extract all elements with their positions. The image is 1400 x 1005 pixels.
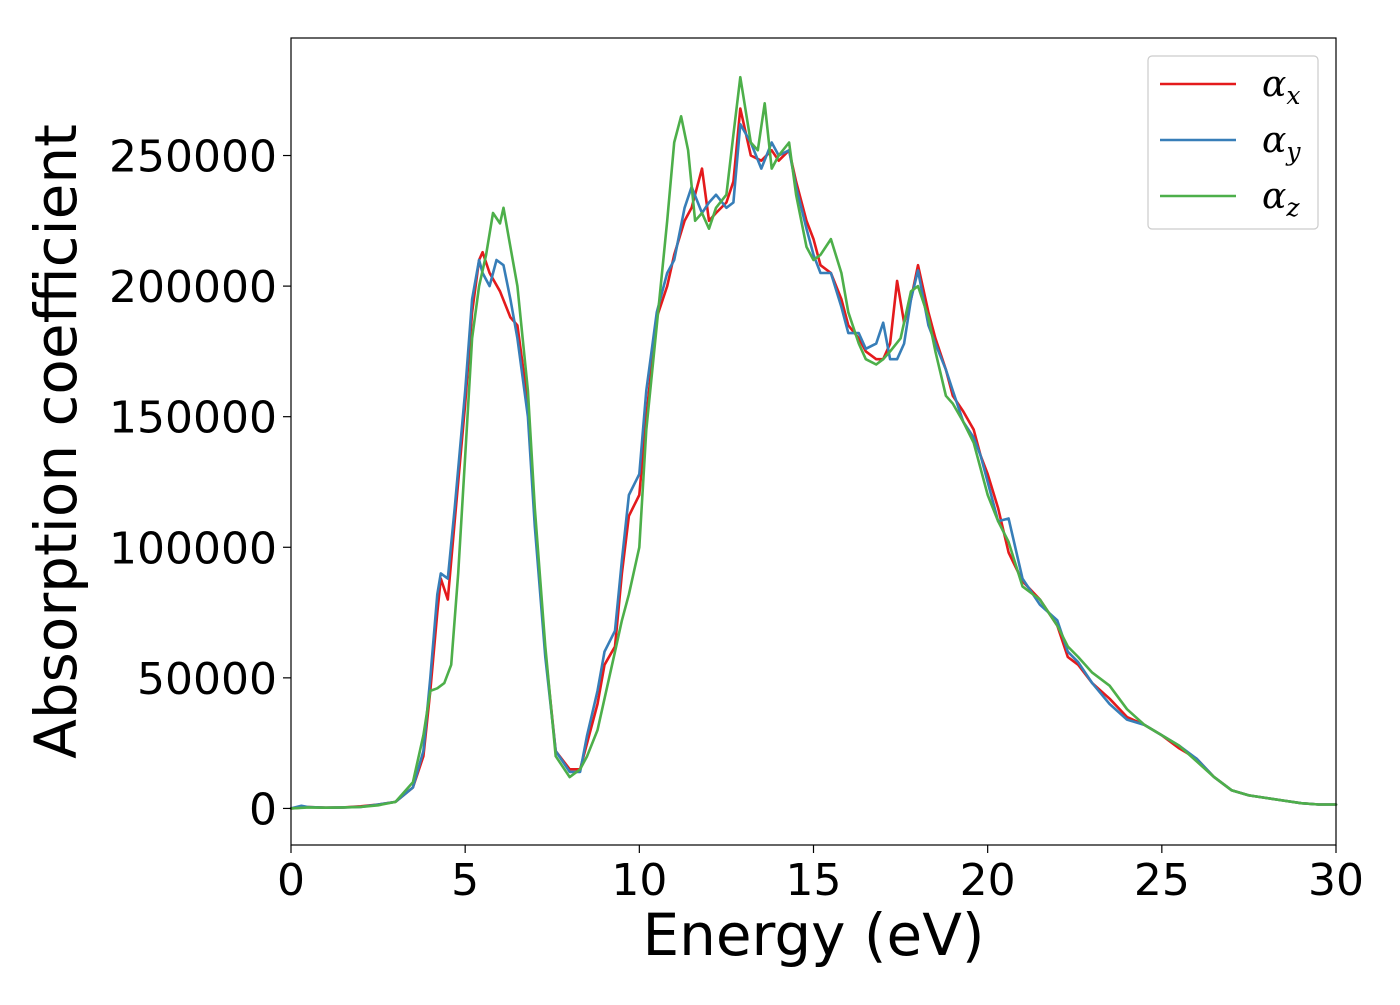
legend-box [1147, 55, 1319, 230]
legend-symbol: α [1262, 64, 1286, 105]
x-tick-label: 15 [786, 855, 842, 906]
x-tick-label: 25 [1134, 855, 1190, 906]
legend-label-z: αz [1262, 176, 1300, 222]
series-layer [289, 75, 1338, 810]
legend-label-x: αx [1262, 64, 1300, 110]
legend-subscript: y [1285, 137, 1301, 166]
legend-symbol: α [1262, 176, 1286, 217]
x-tick-label: 10 [611, 855, 667, 906]
y-axis-title: Absorption coefficient [22, 124, 90, 759]
x-tick-label: 0 [277, 855, 305, 906]
y-tick-label: 250000 [109, 132, 277, 183]
x-axis-title: Energy (eV) [642, 901, 984, 969]
legend-subscript: z [1285, 193, 1300, 222]
x-tick-label: 5 [451, 855, 479, 906]
ticks-layer: 0 5 10 15 20 25 30 0 50000 100000 150000 200000 2500… [109, 132, 1364, 906]
y-tick-label: 150000 [109, 393, 277, 444]
legend-label-y: αy [1262, 120, 1301, 166]
x-tick-label: 30 [1308, 855, 1364, 906]
y-tick-label: 100000 [109, 523, 277, 574]
legend-symbol: α [1262, 120, 1286, 161]
x-tick-label: 20 [960, 855, 1016, 906]
y-tick-label: 50000 [137, 654, 277, 705]
y-tick-label: 200000 [109, 262, 277, 313]
series-line-z [289, 75, 1338, 810]
legend-subscript: x [1286, 81, 1300, 110]
y-tick-label: 0 [249, 784, 277, 835]
